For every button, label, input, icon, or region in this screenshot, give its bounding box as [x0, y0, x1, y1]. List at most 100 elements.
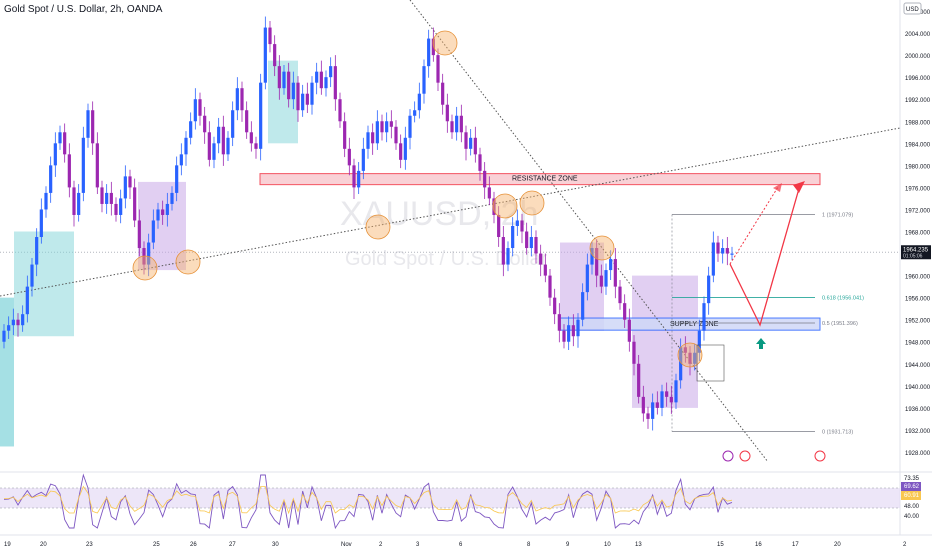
candle-body	[520, 220, 524, 232]
time-tick-label: 9	[566, 542, 570, 548]
candle-body	[217, 126, 221, 144]
candle-body	[310, 82, 314, 105]
fib-level-label: 0 (1931.713)	[822, 430, 853, 436]
candle-body	[590, 248, 594, 265]
candle-body	[11, 319, 15, 326]
candle-body	[627, 319, 631, 342]
candle-body	[422, 66, 426, 94]
price-tick-label: 1968.000	[905, 231, 931, 237]
fib-level-label: 0.5 (1951.396)	[822, 321, 858, 327]
candle-body	[641, 396, 645, 414]
resistance-zone[interactable]	[259, 173, 821, 186]
candle-body	[511, 225, 515, 249]
candle-body	[725, 248, 729, 254]
fib-level-label: 1 (1971.079)	[822, 213, 853, 219]
candle-body	[609, 259, 613, 271]
price-tick-label: 1932.000	[905, 429, 931, 435]
price-tick-label: 1928.000	[905, 451, 931, 457]
candle-body	[63, 132, 67, 155]
candle-body	[91, 110, 95, 144]
candle-body	[49, 165, 53, 193]
candle-body	[394, 126, 398, 144]
candle-body	[175, 165, 179, 193]
candle-body	[679, 347, 683, 381]
price-tick-label: 1972.000	[905, 208, 931, 214]
candle-body	[637, 363, 641, 397]
highlight-circle	[132, 255, 158, 281]
highlight-circle	[519, 190, 545, 216]
time-tick-label: 20	[834, 542, 841, 548]
candle-body	[58, 132, 62, 144]
candle-body	[221, 126, 225, 155]
rsi-tick-label: 48.00	[904, 504, 920, 510]
candle-body	[277, 66, 281, 89]
event-icon[interactable]	[814, 450, 826, 462]
candle-body	[151, 220, 155, 243]
projection-arrowhead	[793, 181, 805, 193]
highlight-circle	[432, 30, 458, 56]
candle-body	[553, 297, 557, 315]
candle-body	[469, 137, 473, 149]
candle-body	[567, 325, 571, 342]
price-tick-label: 1952.000	[905, 319, 931, 325]
candle-body	[534, 237, 538, 254]
price-tick-label: 1960.000	[905, 275, 931, 281]
currency-box[interactable]	[903, 2, 922, 15]
candle-body	[361, 148, 365, 171]
event-icon[interactable]	[722, 450, 734, 462]
candle-body	[67, 154, 71, 188]
candle-body	[305, 93, 309, 105]
candle-body	[716, 242, 720, 254]
time-tick-label: 13	[635, 542, 642, 548]
candle-body	[375, 121, 379, 144]
projection-path-alt[interactable]	[729, 186, 779, 265]
candle-body	[338, 99, 342, 122]
candle-body	[109, 192, 113, 204]
price-range-box	[696, 344, 725, 382]
candle-body	[35, 237, 39, 265]
candle-body	[123, 176, 127, 199]
candle-body	[497, 214, 501, 238]
candle-body	[707, 275, 711, 304]
candle-body	[240, 88, 244, 111]
candle-body	[385, 121, 389, 133]
candle-body	[436, 55, 440, 83]
projection-path[interactable]	[729, 184, 801, 327]
candle-body	[39, 209, 43, 238]
candle-body	[119, 198, 123, 215]
time-tick-label: Nov	[341, 542, 352, 548]
candle-body	[445, 104, 449, 122]
candle-body	[72, 187, 76, 215]
price-tick-label: 1940.000	[905, 385, 931, 391]
candle-body	[548, 275, 552, 298]
candle-body	[562, 330, 566, 342]
candle-body	[455, 115, 459, 133]
candle-body	[226, 137, 230, 155]
candle-body	[585, 264, 589, 293]
candle-body	[595, 248, 599, 276]
projection-arrowhead-alt	[773, 183, 782, 192]
candle-body	[343, 121, 347, 149]
candle-body	[441, 82, 445, 105]
candle-body	[291, 82, 295, 100]
candle-body	[170, 192, 174, 204]
trendline-descending[interactable]	[409, 0, 769, 463]
time-tick-label: 27	[229, 542, 236, 548]
candle-body	[478, 154, 482, 171]
candle-body	[249, 132, 253, 144]
candle-body	[487, 187, 491, 199]
highlight-circle	[492, 193, 518, 219]
event-icon[interactable]	[739, 450, 751, 462]
rsi-ma-line	[3, 485, 733, 515]
candle-body	[2, 330, 6, 342]
candle-body	[473, 137, 477, 155]
price-tick-label: 1992.000	[905, 98, 931, 104]
candle-body	[571, 325, 575, 337]
candle-body	[581, 292, 585, 320]
time-tick-label: 23	[86, 542, 93, 548]
candle-body	[287, 71, 291, 100]
candle-body	[371, 132, 375, 144]
candle-body	[259, 82, 263, 149]
candle-body	[189, 121, 193, 138]
